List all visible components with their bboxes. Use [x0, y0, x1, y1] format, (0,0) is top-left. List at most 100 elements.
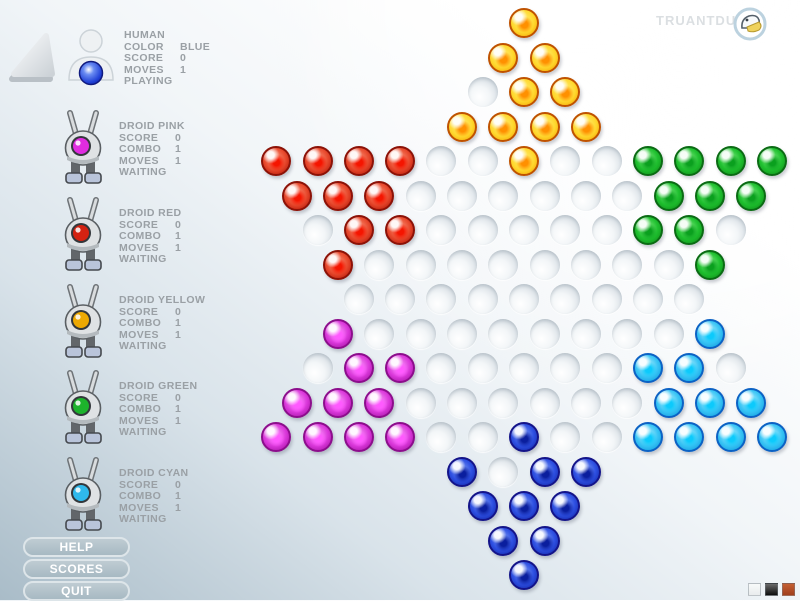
marble-yellow[interactable]: [509, 8, 539, 38]
board-hole-empty[interactable]: [591, 146, 622, 176]
color-swatch-white[interactable]: [748, 583, 761, 596]
marble-yellow[interactable]: [488, 111, 519, 142]
board-hole-empty[interactable]: [612, 318, 643, 349]
marble-blue[interactable]: [509, 560, 539, 590]
board-hole-empty[interactable]: [715, 353, 746, 383]
marble-blue[interactable]: [467, 491, 498, 521]
marble-yellow[interactable]: [529, 111, 560, 142]
board-hole-empty[interactable]: [509, 284, 539, 314]
scores-button[interactable]: SCORES: [23, 559, 130, 579]
board-hole-empty[interactable]: [447, 318, 478, 349]
board-hole-empty[interactable]: [570, 249, 601, 280]
board-hole-empty[interactable]: [488, 180, 519, 211]
board-hole-empty[interactable]: [509, 215, 539, 245]
board-hole-empty[interactable]: [550, 146, 581, 176]
board-hole-empty[interactable]: [447, 180, 478, 211]
board-hole-empty[interactable]: [591, 353, 622, 383]
board-hole-empty[interactable]: [488, 456, 519, 487]
board-hole-empty[interactable]: [467, 284, 498, 314]
board-hole-empty[interactable]: [488, 249, 519, 280]
marble-red[interactable]: [302, 146, 333, 176]
marble-yellow[interactable]: [488, 42, 519, 73]
marble-green[interactable]: [756, 146, 787, 176]
board-hole-empty[interactable]: [550, 353, 581, 383]
marble-green[interactable]: [653, 180, 684, 211]
board-hole-empty[interactable]: [467, 422, 498, 452]
marble-magenta[interactable]: [261, 422, 292, 452]
marble-cyan[interactable]: [674, 422, 705, 452]
marble-blue[interactable]: [570, 456, 601, 487]
board-hole-empty[interactable]: [364, 318, 395, 349]
board-hole-empty[interactable]: [488, 387, 519, 418]
color-swatch-rust[interactable]: [782, 583, 795, 596]
board-hole-empty[interactable]: [529, 387, 560, 418]
board-hole-empty[interactable]: [302, 215, 333, 245]
marble-red[interactable]: [281, 180, 312, 211]
marble-green[interactable]: [674, 215, 705, 245]
marble-cyan[interactable]: [632, 422, 663, 452]
marble-magenta[interactable]: [385, 422, 416, 452]
marble-green[interactable]: [694, 249, 725, 280]
marble-red[interactable]: [323, 180, 354, 211]
board-hole-empty[interactable]: [632, 284, 663, 314]
marble-cyan[interactable]: [653, 387, 684, 418]
board-hole-empty[interactable]: [302, 353, 333, 383]
marble-blue[interactable]: [447, 456, 478, 487]
board-hole-empty[interactable]: [529, 318, 560, 349]
board-hole-empty[interactable]: [467, 215, 498, 245]
marble-red[interactable]: [364, 180, 395, 211]
marble-blue[interactable]: [509, 422, 539, 452]
marble-blue[interactable]: [509, 491, 539, 521]
board-hole-empty[interactable]: [364, 249, 395, 280]
marble-green[interactable]: [715, 146, 746, 176]
marble-red[interactable]: [343, 215, 374, 245]
board-hole-empty[interactable]: [447, 249, 478, 280]
marble-yellow[interactable]: [447, 111, 478, 142]
board-hole-empty[interactable]: [385, 284, 416, 314]
board-hole-empty[interactable]: [653, 249, 684, 280]
quit-button[interactable]: QUIT: [23, 581, 130, 601]
marble-red[interactable]: [385, 146, 416, 176]
marble-green[interactable]: [632, 215, 663, 245]
board-hole-empty[interactable]: [612, 249, 643, 280]
marble-magenta[interactable]: [343, 353, 374, 383]
marble-magenta[interactable]: [281, 387, 312, 418]
marble-green[interactable]: [694, 180, 725, 211]
marble-cyan[interactable]: [715, 422, 746, 452]
marble-green[interactable]: [674, 146, 705, 176]
marble-cyan[interactable]: [632, 353, 663, 383]
board-hole-empty[interactable]: [550, 422, 581, 452]
board-hole-empty[interactable]: [343, 284, 374, 314]
board-hole-empty[interactable]: [467, 77, 498, 107]
marble-red[interactable]: [343, 146, 374, 176]
board-hole-empty[interactable]: [570, 318, 601, 349]
board-hole-empty[interactable]: [405, 318, 436, 349]
board-hole-empty[interactable]: [550, 215, 581, 245]
marble-magenta[interactable]: [323, 387, 354, 418]
board-hole-empty[interactable]: [405, 180, 436, 211]
marble-cyan[interactable]: [694, 387, 725, 418]
marble-magenta[interactable]: [323, 318, 354, 349]
marble-yellow[interactable]: [529, 42, 560, 73]
marble-red[interactable]: [385, 215, 416, 245]
board-hole-empty[interactable]: [715, 215, 746, 245]
marble-blue[interactable]: [488, 525, 519, 556]
board-hole-empty[interactable]: [426, 353, 457, 383]
marble-yellow[interactable]: [509, 77, 539, 107]
board-hole-empty[interactable]: [591, 422, 622, 452]
board-hole-empty[interactable]: [426, 284, 457, 314]
board-hole-empty[interactable]: [529, 249, 560, 280]
marble-cyan[interactable]: [674, 353, 705, 383]
board-hole-empty[interactable]: [447, 387, 478, 418]
color-swatch-black[interactable]: [765, 583, 778, 596]
marble-cyan[interactable]: [694, 318, 725, 349]
board-hole-empty[interactable]: [674, 284, 705, 314]
marble-yellow[interactable]: [570, 111, 601, 142]
board-hole-empty[interactable]: [488, 318, 519, 349]
marble-blue[interactable]: [529, 525, 560, 556]
marble-blue[interactable]: [550, 491, 581, 521]
marble-cyan[interactable]: [736, 387, 767, 418]
board-hole-empty[interactable]: [612, 180, 643, 211]
marble-cyan[interactable]: [756, 422, 787, 452]
board-hole-empty[interactable]: [426, 146, 457, 176]
